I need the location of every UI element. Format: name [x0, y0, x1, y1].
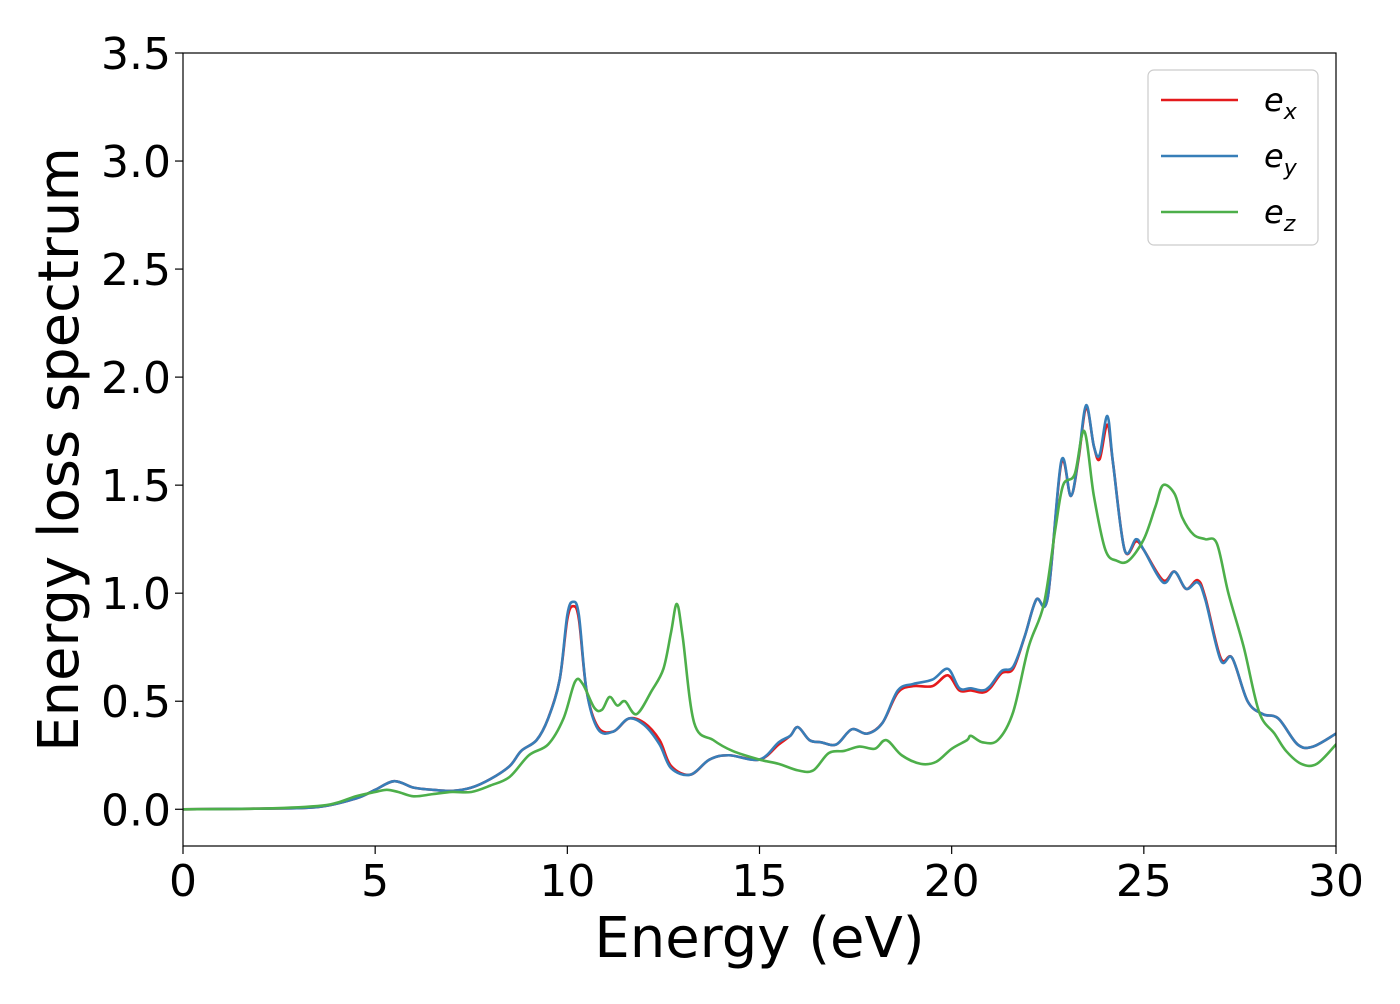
legend: ex ey ez: [1147, 69, 1319, 246]
legend-label: ey: [1264, 137, 1298, 181]
y-tick-label: 2.5: [101, 245, 171, 296]
y-tick-label: 3.0: [101, 137, 171, 188]
x-tick-label: 15: [732, 856, 788, 907]
y-tick-label: 1.5: [101, 461, 171, 512]
y-axis: 0.0 0.5 1.0 1.5 2.0 2.5 3.0 3.5: [101, 29, 183, 836]
legend-label: ez: [1264, 193, 1296, 237]
series-line-e-y: [183, 403, 1336, 811]
x-tick-label: 0: [169, 856, 197, 907]
y-tick-label: 2.0: [101, 353, 171, 404]
legend-box: [1147, 69, 1319, 246]
y-tick-label: 0.5: [101, 677, 171, 728]
x-tick-label: 10: [539, 856, 595, 907]
x-tick-label: 20: [924, 856, 980, 907]
x-tick-label: 5: [361, 856, 389, 907]
y-tick-label: 1.0: [101, 569, 171, 620]
y-tick-label: 0.0: [101, 785, 171, 836]
series-line-e-z: [183, 429, 1336, 811]
x-tick-label: 30: [1308, 856, 1364, 907]
x-axis: 0 5 10 15 20 25 30: [169, 846, 1364, 907]
plot-frame: [182, 52, 1337, 847]
x-tick-label: 25: [1116, 856, 1172, 907]
y-tick-label: 3.5: [101, 29, 171, 80]
x-axis-label: Energy (eV): [594, 906, 924, 971]
legend-label: ex: [1264, 81, 1298, 125]
y-axis-label: Energy loss spectrum: [27, 147, 92, 752]
